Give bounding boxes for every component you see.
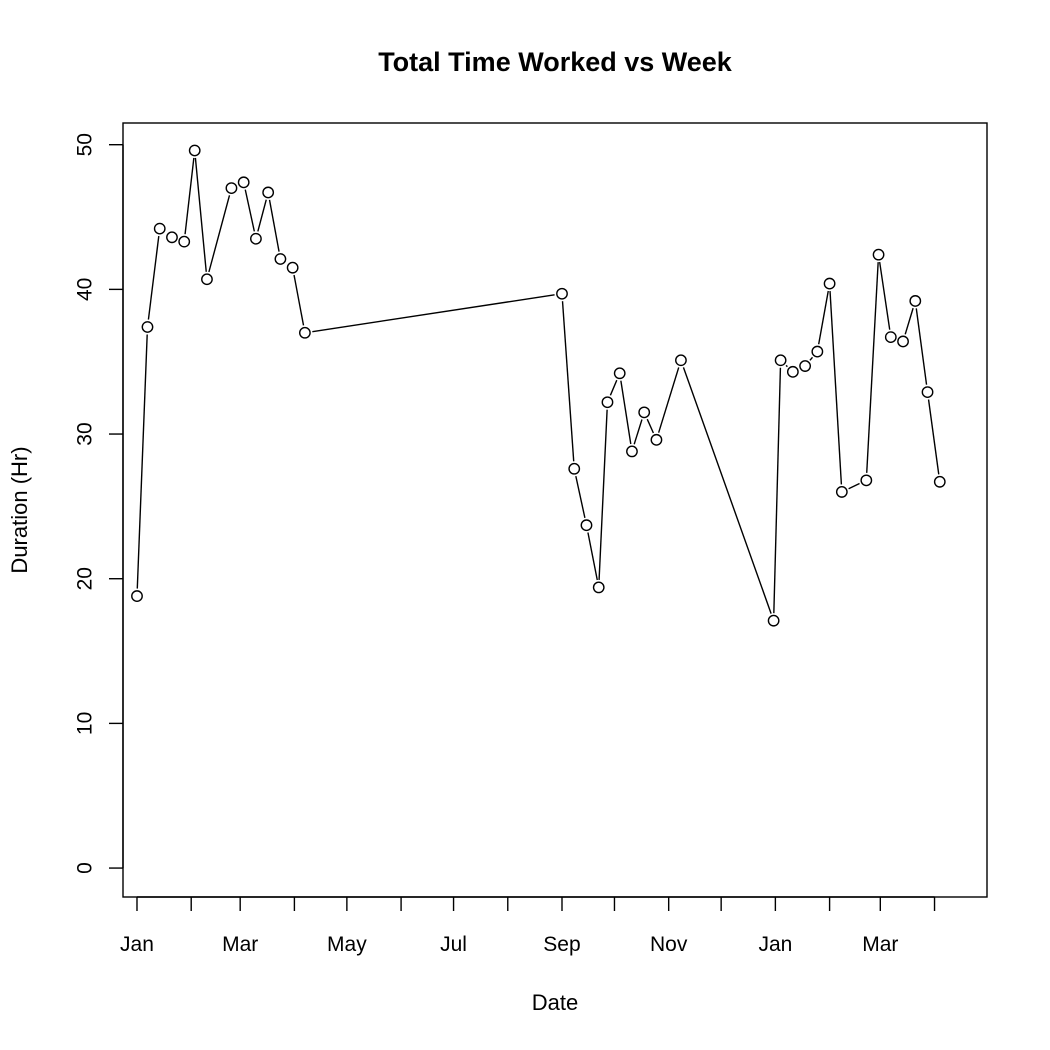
x-axis-label: Date [532,990,578,1015]
series-line-segment [244,189,256,232]
series-line-segment [633,419,643,445]
data-point [921,386,934,398]
data-point [153,222,166,235]
data-point [823,277,836,290]
data-point [178,235,191,248]
x-tick-label: May [327,933,367,956]
data-point [274,253,287,265]
series-line-segment [646,418,655,434]
series-line-segment [878,261,891,330]
series-line-segment [809,356,814,361]
x-tick-label: Jan [758,933,792,956]
x-tick-label: Nov [650,933,688,956]
series-line-segment [587,532,598,581]
data-point [767,614,780,627]
data-point [188,144,201,157]
series-line-group [136,157,940,614]
data-point [225,182,238,195]
series-line-segment [561,301,575,462]
series-line-segment [927,399,940,475]
y-tick-label: 10 [74,712,97,735]
data-point [860,474,873,487]
series-line-segment [817,290,829,345]
data-point [568,462,581,475]
chart-title: Total Time Worked vs Week [378,47,733,77]
series-line-segment [866,262,879,473]
series-line-segment [293,274,305,326]
data-point [626,445,638,458]
series-line-segment [620,380,632,445]
series-line-segment [147,235,160,320]
series-line-segment [848,482,860,490]
data-point [884,331,897,344]
series-point-group [131,144,946,627]
y-tick-label: 0 [74,862,97,874]
series-line-segment [136,334,148,589]
data-point [201,273,213,286]
y-tick-label: 40 [74,278,97,301]
x-tick-label: Jul [440,933,467,956]
data-point [262,186,275,199]
series-line-segment [609,379,618,396]
data-point [897,335,909,348]
series-line-segment [575,475,586,519]
y-tick-label: 50 [74,133,97,156]
x-tick-label: Sep [543,933,580,956]
data-point [909,295,922,307]
data-point [933,475,946,488]
data-point [166,231,178,244]
series-line-segment [184,157,195,235]
data-point [786,365,799,378]
y-tick-label: 30 [74,422,97,445]
data-point [613,367,626,380]
series-line-segment [268,199,280,252]
data-point [811,345,824,358]
data-point [298,326,311,339]
data-point [650,433,663,446]
y-axis-label: Duration (Hr) [7,446,32,573]
data-point [556,287,568,300]
series-line-segment [904,307,914,335]
data-point [580,519,593,532]
series-line-segment [773,367,782,614]
x-axis: Jan Mar May Jul Sep Nov Jan Mar [120,896,936,956]
y-tick-label: 20 [74,567,97,590]
x-tick-label: Jan [120,933,154,956]
series-line-segment [194,157,207,272]
data-point [774,354,787,367]
data-point [601,396,614,409]
data-point [592,581,605,594]
series-line-segment [312,294,555,333]
data-point [250,232,262,245]
series-line-segment [598,409,608,580]
data-point [872,248,885,261]
series-line-segment [657,367,680,433]
data-point [638,406,651,419]
x-tick-label: Mar [222,933,258,956]
y-axis: 0 10 20 30 40 50 [74,133,124,874]
series-line-segment [785,364,788,368]
series-line-segment [829,291,843,485]
data-point [675,354,687,367]
data-point [835,486,848,498]
x-tick-label: Mar [862,933,898,956]
data-point [141,321,154,333]
data-point [286,261,299,274]
series-line-segment [915,308,928,385]
data-point [131,590,143,602]
series-line-segment [257,199,267,232]
series-line-segment [208,195,231,273]
data-point [799,360,812,372]
data-point [237,176,250,189]
series-line-segment [682,367,772,614]
